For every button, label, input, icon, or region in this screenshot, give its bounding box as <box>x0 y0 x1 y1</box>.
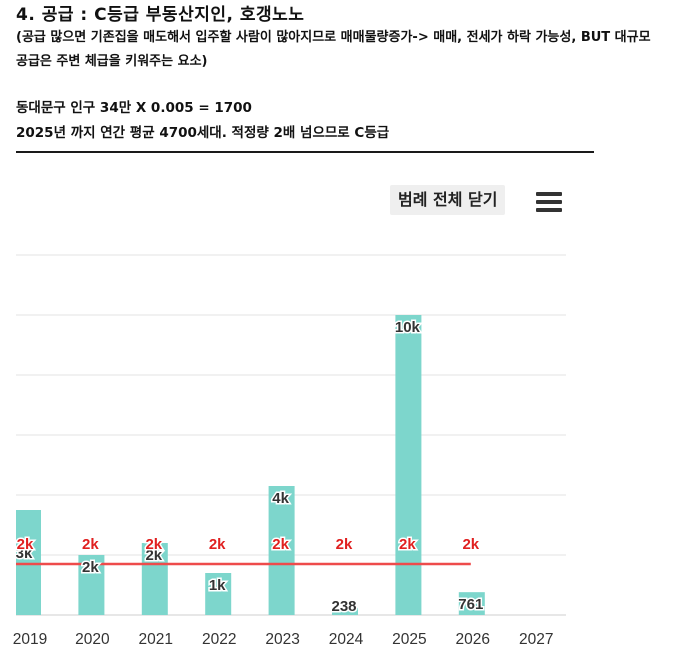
bar-value-label: 238 <box>331 598 356 615</box>
bar-value-label: 4k <box>272 490 289 507</box>
bar-value-label: 2k <box>82 559 99 576</box>
bar-value-label: 1k <box>209 577 226 594</box>
x-tick-label: 2020 <box>75 631 110 648</box>
bar-2025 <box>395 315 422 615</box>
average-value-label: 2k <box>82 536 99 553</box>
average-value-label: 2k <box>336 536 353 553</box>
menu-bar <box>536 208 562 212</box>
average-value-label: 2k <box>145 536 162 553</box>
bar-2021 <box>141 543 168 615</box>
bar-2026 <box>458 592 485 615</box>
x-tick-label: 2021 <box>139 631 173 648</box>
x-axis: 2019 2020 2021 2022 2023 2024 2025 2026 2027 <box>13 631 554 648</box>
average-value-label: 2k <box>17 536 34 553</box>
bar-value-label: 10k <box>395 319 421 336</box>
x-tick-label: 2023 <box>265 631 299 648</box>
bar-value-label: 3k <box>16 545 33 562</box>
hamburger-menu-icon[interactable] <box>536 192 562 212</box>
x-tick-label: 2027 <box>519 631 553 648</box>
average-value-label: 2k <box>272 536 289 553</box>
legend-close-all-button[interactable]: 범례 전체 닫기 <box>390 185 506 215</box>
average-value-label: 2k <box>399 536 416 553</box>
average-value-label: 2k <box>462 536 479 553</box>
average-value-label: 2k <box>209 536 226 553</box>
menu-bar <box>536 200 562 204</box>
bar-2024 <box>332 607 358 615</box>
x-tick-label: 2025 <box>392 631 426 648</box>
x-tick-label: 2022 <box>202 631 236 648</box>
x-tick-label: 2024 <box>329 631 364 648</box>
population-calculation: 동대문구 인구 34만 X 0.005 = 1700 <box>16 100 252 116</box>
section-title: 4. 공급 : C등급 부동산지인, 호갱노노 <box>16 0 304 25</box>
x-tick-label: 2026 <box>456 631 490 648</box>
bar-value-label: 761 <box>458 596 483 613</box>
menu-bar <box>536 192 562 196</box>
supply-description: (공급 많으면 기존집을 매도해서 입주할 사람이 많아지므로 매매물량증가->… <box>16 30 651 69</box>
x-tick-label: 2019 <box>13 631 47 648</box>
bar-2019 <box>16 510 41 615</box>
supply-average-note: 2025년 까지 연간 평균 4700세대. 적정량 2배 넘으므로 C등급 <box>16 125 390 141</box>
bar-value-label: 2k <box>145 547 162 564</box>
bar-2022 <box>205 573 232 615</box>
bar-2023 <box>268 486 295 615</box>
divider-line <box>16 151 594 153</box>
section-title-text: 4. 공급 : C등급 부동산지인, 호갱노노 <box>16 5 305 25</box>
